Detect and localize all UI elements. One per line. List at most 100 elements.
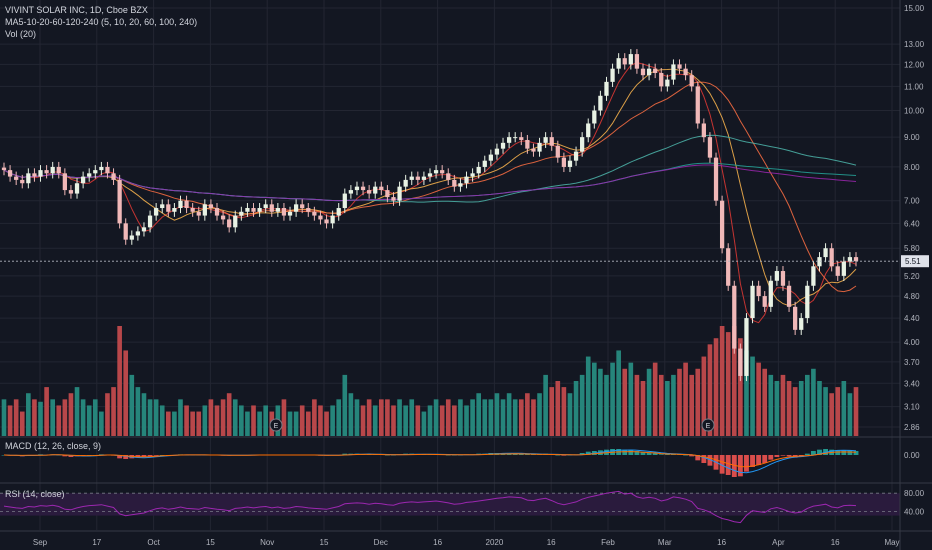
candle[interactable] xyxy=(80,176,86,184)
candle[interactable] xyxy=(640,68,646,76)
candle[interactable] xyxy=(154,208,159,216)
candle[interactable] xyxy=(373,186,378,194)
candle[interactable] xyxy=(20,179,25,184)
candle[interactable] xyxy=(768,280,773,307)
candle[interactable] xyxy=(379,186,384,191)
candle[interactable] xyxy=(458,183,463,187)
candle[interactable] xyxy=(385,190,390,198)
candle[interactable] xyxy=(7,170,13,177)
candle[interactable] xyxy=(409,176,414,180)
candle[interactable] xyxy=(433,170,439,174)
candle[interactable] xyxy=(74,183,80,194)
candle[interactable] xyxy=(287,211,293,216)
candle[interactable] xyxy=(172,208,177,212)
earnings-marker[interactable] xyxy=(701,418,715,432)
candle[interactable] xyxy=(586,123,591,138)
candle[interactable] xyxy=(403,179,408,187)
candle[interactable] xyxy=(592,110,597,124)
candle[interactable] xyxy=(44,170,49,174)
candle[interactable] xyxy=(500,142,506,149)
candle[interactable] xyxy=(117,179,122,224)
candle[interactable] xyxy=(573,151,579,161)
candle[interactable] xyxy=(330,215,335,224)
candle[interactable] xyxy=(829,248,834,267)
candle[interactable] xyxy=(762,296,767,307)
candle[interactable] xyxy=(129,235,134,240)
candle[interactable] xyxy=(281,208,287,216)
candle[interactable] xyxy=(555,145,560,158)
candle[interactable] xyxy=(665,79,670,87)
candle[interactable] xyxy=(342,193,347,209)
candle[interactable] xyxy=(184,200,189,209)
candle[interactable] xyxy=(464,176,469,184)
candle[interactable] xyxy=(622,58,627,65)
candle[interactable] xyxy=(452,179,457,187)
candle[interactable] xyxy=(683,68,688,76)
candle[interactable] xyxy=(677,64,682,69)
candle[interactable] xyxy=(738,348,743,376)
candle[interactable] xyxy=(726,248,731,286)
candle[interactable] xyxy=(713,157,719,201)
candle[interactable] xyxy=(817,257,822,267)
candle[interactable] xyxy=(470,173,475,177)
candle[interactable] xyxy=(793,306,798,330)
candle[interactable] xyxy=(360,186,366,191)
candle[interactable] xyxy=(391,197,396,201)
candle[interactable] xyxy=(598,95,603,111)
candle[interactable] xyxy=(780,271,786,286)
candle[interactable] xyxy=(659,72,664,87)
candle[interactable] xyxy=(653,68,658,73)
candle[interactable] xyxy=(774,271,780,281)
candle[interactable] xyxy=(823,248,828,258)
candle[interactable] xyxy=(811,266,816,286)
candle[interactable] xyxy=(99,166,104,171)
candle[interactable] xyxy=(561,157,567,167)
candle[interactable] xyxy=(519,137,524,140)
candle[interactable] xyxy=(166,204,171,212)
candle[interactable] xyxy=(634,54,640,69)
candle[interactable] xyxy=(701,123,706,138)
candle[interactable] xyxy=(732,285,737,349)
candle[interactable] xyxy=(336,208,341,216)
candle[interactable] xyxy=(141,227,147,232)
candle[interactable] xyxy=(300,204,305,209)
candle[interactable] xyxy=(689,75,694,87)
candle[interactable] xyxy=(549,137,554,146)
candle[interactable] xyxy=(190,208,195,212)
candle[interactable] xyxy=(348,190,354,194)
candle[interactable] xyxy=(14,176,19,180)
candle[interactable] xyxy=(750,285,755,319)
candle[interactable] xyxy=(62,173,67,191)
candle[interactable] xyxy=(671,64,676,80)
candle[interactable] xyxy=(421,176,427,180)
candle[interactable] xyxy=(293,204,299,212)
candle[interactable] xyxy=(38,170,43,177)
candle[interactable] xyxy=(178,200,183,209)
candle[interactable] xyxy=(580,137,585,152)
candle[interactable] xyxy=(275,208,280,212)
candle[interactable] xyxy=(367,190,372,194)
candle[interactable] xyxy=(628,54,633,65)
candle[interactable] xyxy=(707,137,713,158)
candle[interactable] xyxy=(488,154,493,161)
earnings-marker[interactable] xyxy=(269,418,283,432)
candle[interactable] xyxy=(251,208,256,212)
candle[interactable] xyxy=(147,215,153,228)
candle[interactable] xyxy=(847,257,853,262)
candle[interactable] xyxy=(123,223,128,240)
candle[interactable] xyxy=(220,215,226,220)
candle[interactable] xyxy=(202,204,207,216)
candle[interactable] xyxy=(476,166,481,174)
candle[interactable] xyxy=(306,208,311,212)
candle[interactable] xyxy=(245,208,250,212)
candle[interactable] xyxy=(756,285,761,297)
candle[interactable] xyxy=(257,208,262,212)
candle[interactable] xyxy=(537,142,542,152)
candle[interactable] xyxy=(56,166,61,174)
candlesticks[interactable] xyxy=(0,49,900,382)
candle[interactable] xyxy=(68,190,74,194)
candle[interactable] xyxy=(604,81,609,96)
